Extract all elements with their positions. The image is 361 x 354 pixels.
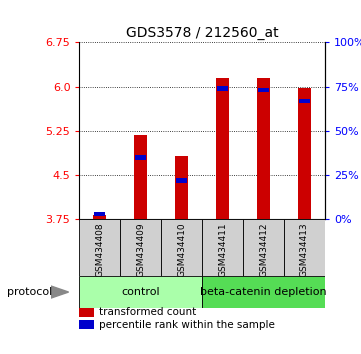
Bar <box>135 155 146 160</box>
Text: GSM434409: GSM434409 <box>136 222 145 277</box>
Text: GSM434411: GSM434411 <box>218 222 227 277</box>
Text: GSM434410: GSM434410 <box>177 222 186 277</box>
Text: GSM434408: GSM434408 <box>95 222 104 277</box>
Text: GSM434413: GSM434413 <box>300 222 309 277</box>
Text: percentile rank within the sample: percentile rank within the sample <box>99 320 275 330</box>
Bar <box>79 276 202 308</box>
Bar <box>257 78 270 219</box>
Bar <box>79 219 120 276</box>
Polygon shape <box>51 286 69 298</box>
Bar <box>258 88 269 92</box>
Bar <box>284 219 325 276</box>
Text: control: control <box>122 287 160 297</box>
Bar <box>299 99 310 103</box>
Text: protocol: protocol <box>7 287 52 297</box>
Bar <box>161 219 202 276</box>
Bar <box>216 78 229 219</box>
Title: GDS3578 / 212560_at: GDS3578 / 212560_at <box>126 26 278 40</box>
Bar <box>217 86 228 91</box>
Text: GSM434412: GSM434412 <box>259 222 268 277</box>
Bar <box>134 135 147 219</box>
Text: transformed count: transformed count <box>99 307 196 318</box>
Bar <box>120 219 161 276</box>
Bar <box>298 88 311 219</box>
Bar <box>202 219 243 276</box>
Bar <box>94 212 105 216</box>
Bar <box>175 156 188 219</box>
Bar <box>243 219 284 276</box>
Bar <box>93 215 106 219</box>
Bar <box>202 276 325 308</box>
Text: beta-catenin depletion: beta-catenin depletion <box>200 287 327 297</box>
Bar <box>176 178 187 183</box>
